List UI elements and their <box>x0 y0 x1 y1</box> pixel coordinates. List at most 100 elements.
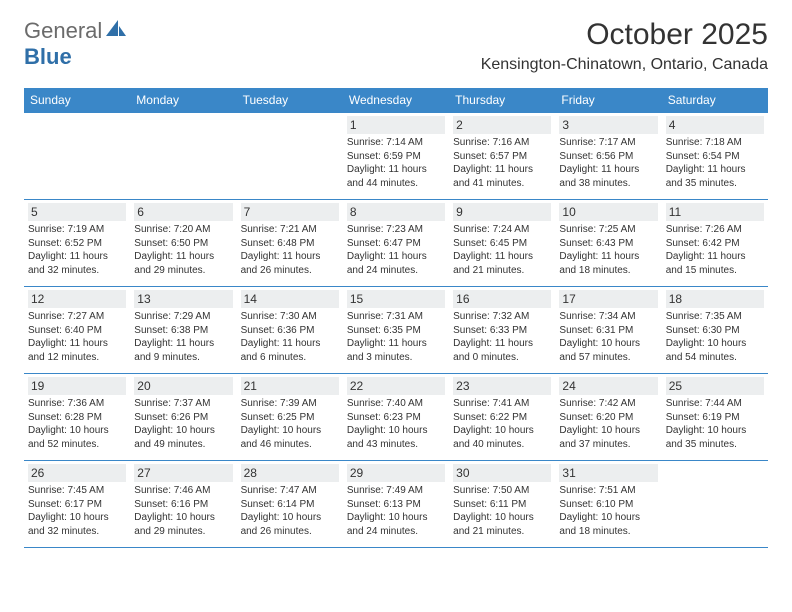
day-number: 20 <box>134 377 232 395</box>
day-headers-row: SundayMondayTuesdayWednesdayThursdayFrid… <box>24 88 768 112</box>
day-info: Sunrise: 7:14 AMSunset: 6:59 PMDaylight:… <box>347 136 445 190</box>
info-line: Sunset: 6:25 PM <box>241 411 339 425</box>
day-number: 19 <box>28 377 126 395</box>
day-number: 25 <box>666 377 764 395</box>
info-line: Sunset: 6:36 PM <box>241 324 339 338</box>
day-cell: 30Sunrise: 7:50 AMSunset: 6:11 PMDayligh… <box>449 461 555 547</box>
week-row: 1Sunrise: 7:14 AMSunset: 6:59 PMDaylight… <box>24 113 768 200</box>
day-number: 7 <box>241 203 339 221</box>
day-cell: 23Sunrise: 7:41 AMSunset: 6:22 PMDayligh… <box>449 374 555 460</box>
info-line: Sunset: 6:52 PM <box>28 237 126 251</box>
day-cell: 14Sunrise: 7:30 AMSunset: 6:36 PMDayligh… <box>237 287 343 373</box>
info-line: and 32 minutes. <box>28 264 126 278</box>
info-line: and 26 minutes. <box>241 525 339 539</box>
info-line: Sunrise: 7:18 AM <box>666 136 764 150</box>
day-info: Sunrise: 7:37 AMSunset: 6:26 PMDaylight:… <box>134 397 232 451</box>
info-line: and 0 minutes. <box>453 351 551 365</box>
day-cell: 31Sunrise: 7:51 AMSunset: 6:10 PMDayligh… <box>555 461 661 547</box>
info-line: Sunset: 6:10 PM <box>559 498 657 512</box>
info-line: and 35 minutes. <box>666 438 764 452</box>
info-line: Sunrise: 7:44 AM <box>666 397 764 411</box>
day-header: Tuesday <box>237 88 343 112</box>
day-info: Sunrise: 7:32 AMSunset: 6:33 PMDaylight:… <box>453 310 551 364</box>
info-line: Sunrise: 7:25 AM <box>559 223 657 237</box>
info-line: and 52 minutes. <box>28 438 126 452</box>
info-line: Sunset: 6:42 PM <box>666 237 764 251</box>
info-line: Sunrise: 7:49 AM <box>347 484 445 498</box>
day-info: Sunrise: 7:49 AMSunset: 6:13 PMDaylight:… <box>347 484 445 538</box>
info-line: Sunrise: 7:19 AM <box>28 223 126 237</box>
calendar: SundayMondayTuesdayWednesdayThursdayFrid… <box>24 88 768 548</box>
day-info: Sunrise: 7:44 AMSunset: 6:19 PMDaylight:… <box>666 397 764 451</box>
day-info: Sunrise: 7:16 AMSunset: 6:57 PMDaylight:… <box>453 136 551 190</box>
info-line: Sunrise: 7:20 AM <box>134 223 232 237</box>
day-info: Sunrise: 7:39 AMSunset: 6:25 PMDaylight:… <box>241 397 339 451</box>
location-subtitle: Kensington-Chinatown, Ontario, Canada <box>481 56 768 74</box>
info-line: and 49 minutes. <box>134 438 232 452</box>
day-info: Sunrise: 7:31 AMSunset: 6:35 PMDaylight:… <box>347 310 445 364</box>
info-line: and 54 minutes. <box>666 351 764 365</box>
info-line: Sunset: 6:23 PM <box>347 411 445 425</box>
day-cell: 1Sunrise: 7:14 AMSunset: 6:59 PMDaylight… <box>343 113 449 199</box>
logo-sail-icon <box>106 20 128 43</box>
info-line: Daylight: 10 hours <box>134 424 232 438</box>
day-number: 4 <box>666 116 764 134</box>
day-info: Sunrise: 7:18 AMSunset: 6:54 PMDaylight:… <box>666 136 764 190</box>
info-line: Daylight: 11 hours <box>134 250 232 264</box>
day-number: 22 <box>347 377 445 395</box>
day-cell: 13Sunrise: 7:29 AMSunset: 6:38 PMDayligh… <box>130 287 236 373</box>
info-line: and 24 minutes. <box>347 264 445 278</box>
info-line: Sunrise: 7:42 AM <box>559 397 657 411</box>
info-line: Sunrise: 7:36 AM <box>28 397 126 411</box>
title-block: October 2025 Kensington-Chinatown, Ontar… <box>481 18 768 74</box>
info-line: Daylight: 11 hours <box>666 163 764 177</box>
logo-general: General <box>24 18 102 44</box>
day-number: 10 <box>559 203 657 221</box>
day-cell: 8 Sunrise: 7:23 AMSunset: 6:47 PMDaylight… <box>343 200 449 286</box>
info-line: Sunset: 6:40 PM <box>28 324 126 338</box>
info-line: Sunset: 6:35 PM <box>347 324 445 338</box>
info-line: Daylight: 10 hours <box>453 511 551 525</box>
info-line: Sunrise: 7:37 AM <box>134 397 232 411</box>
day-number: 23 <box>453 377 551 395</box>
info-line: Sunset: 6:16 PM <box>134 498 232 512</box>
info-line: Sunrise: 7:51 AM <box>559 484 657 498</box>
info-line: Daylight: 10 hours <box>28 511 126 525</box>
info-line: Sunset: 6:54 PM <box>666 150 764 164</box>
info-line: and 15 minutes. <box>666 264 764 278</box>
day-cell: 6Sunrise: 7:20 AMSunset: 6:50 PMDaylight… <box>130 200 236 286</box>
info-line: Sunset: 6:38 PM <box>134 324 232 338</box>
day-number: 28 <box>241 464 339 482</box>
day-cell: 2Sunrise: 7:16 AMSunset: 6:57 PMDaylight… <box>449 113 555 199</box>
day-info: Sunrise: 7:30 AMSunset: 6:36 PMDaylight:… <box>241 310 339 364</box>
day-number: 17 <box>559 290 657 308</box>
week-row: 5Sunrise: 7:19 AMSunset: 6:52 PMDaylight… <box>24 200 768 287</box>
week-row: 26Sunrise: 7:45 AMSunset: 6:17 PMDayligh… <box>24 461 768 548</box>
day-header: Thursday <box>449 88 555 112</box>
day-header: Sunday <box>24 88 130 112</box>
info-line: Sunrise: 7:39 AM <box>241 397 339 411</box>
info-line: Sunrise: 7:24 AM <box>453 223 551 237</box>
info-line: Daylight: 11 hours <box>241 250 339 264</box>
day-cell: 15Sunrise: 7:31 AMSunset: 6:35 PMDayligh… <box>343 287 449 373</box>
info-line: Daylight: 10 hours <box>453 424 551 438</box>
day-number: 12 <box>28 290 126 308</box>
info-line: Sunset: 6:33 PM <box>453 324 551 338</box>
day-info: Sunrise: 7:23 AMSunset: 6:47 PMDaylight:… <box>347 223 445 277</box>
info-line: Sunset: 6:56 PM <box>559 150 657 164</box>
day-number: 26 <box>28 464 126 482</box>
day-info: Sunrise: 7:36 AMSunset: 6:28 PMDaylight:… <box>28 397 126 451</box>
day-cell: 29Sunrise: 7:49 AMSunset: 6:13 PMDayligh… <box>343 461 449 547</box>
info-line: Sunrise: 7:29 AM <box>134 310 232 324</box>
info-line: Daylight: 11 hours <box>666 250 764 264</box>
day-info: Sunrise: 7:19 AMSunset: 6:52 PMDaylight:… <box>28 223 126 277</box>
day-number: 3 <box>559 116 657 134</box>
day-cell: 11Sunrise: 7:26 AMSunset: 6:42 PMDayligh… <box>662 200 768 286</box>
day-header: Saturday <box>662 88 768 112</box>
day-number: 8 <box>347 203 445 221</box>
header: General October 2025 Kensington-Chinatow… <box>0 0 792 78</box>
day-number: 11 <box>666 203 764 221</box>
info-line: and 43 minutes. <box>347 438 445 452</box>
day-cell: 9Sunrise: 7:24 AMSunset: 6:45 PMDaylight… <box>449 200 555 286</box>
info-line: Sunset: 6:19 PM <box>666 411 764 425</box>
